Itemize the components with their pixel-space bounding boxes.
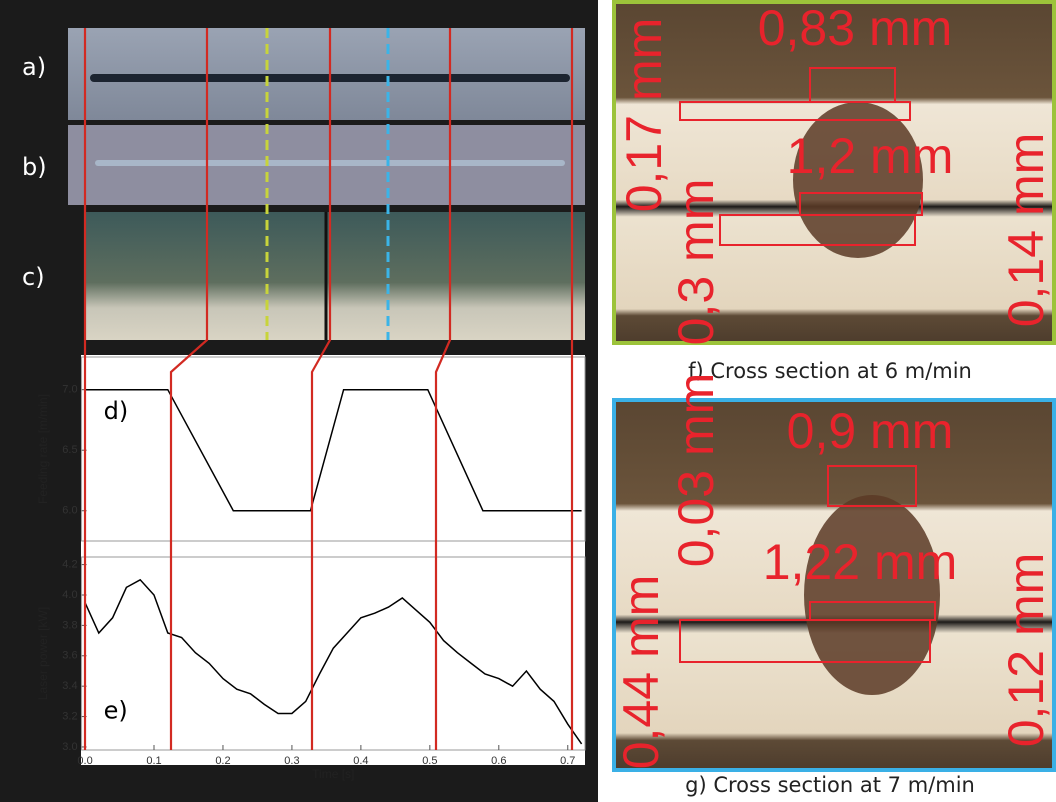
photo-c xyxy=(85,212,585,340)
y-axis-label: Laser power [kW] xyxy=(36,607,50,700)
x-tick-label: 0.6 xyxy=(491,755,506,767)
y-tick-label: 6.5 xyxy=(62,444,77,456)
measurement: 0,83 mm xyxy=(758,0,953,56)
chart-background xyxy=(81,355,585,765)
x-tick-label: 0.3 xyxy=(284,755,299,767)
panel-label: a) xyxy=(22,53,46,81)
x-tick-label: 0.4 xyxy=(353,755,368,767)
x-tick-label: 0.0 xyxy=(77,755,92,767)
x-tick-label: 0.5 xyxy=(422,755,437,767)
measurement: 0,12 mm xyxy=(998,553,1054,748)
measure-box xyxy=(679,101,911,121)
y-axis-label: Feeding rate [m/min] xyxy=(36,394,50,504)
y-tick-label: 4.0 xyxy=(62,589,77,601)
measure-box xyxy=(719,214,916,246)
link-line xyxy=(169,28,209,750)
plot-frame xyxy=(81,556,586,751)
y-tick-label: 3.2 xyxy=(62,710,77,722)
measurement: 0,44 mm xyxy=(613,575,669,770)
weld-nugget xyxy=(793,102,923,258)
measure-box xyxy=(679,619,931,663)
panel-label: d) xyxy=(104,397,129,425)
y-tick-label: 7.0 xyxy=(62,384,77,396)
caption: f) Cross section at 6 m/min xyxy=(688,359,972,383)
x-tick-label: 0.7 xyxy=(560,755,575,767)
time-links xyxy=(83,28,574,750)
measurement: 0,03 mm xyxy=(668,373,724,568)
data-line xyxy=(85,388,582,512)
weld-nugget xyxy=(804,495,940,695)
measurement: 1,2 mm xyxy=(787,128,954,184)
y-tick-label: 3.8 xyxy=(62,619,77,631)
link-line xyxy=(310,28,332,750)
measurement: 0,17 mm xyxy=(616,18,672,213)
data-line xyxy=(84,578,583,745)
y-tick-label: 6.0 xyxy=(62,505,77,517)
y-tick-label: 4.2 xyxy=(62,559,77,571)
y-tick-label: 3.0 xyxy=(62,741,77,753)
panel-label: e) xyxy=(104,696,128,724)
measurement: 0,14 mm xyxy=(998,133,1054,328)
x-axis-label: Time [s] xyxy=(312,767,354,781)
link-line xyxy=(434,28,452,750)
measurement: 0,9 mm xyxy=(787,403,954,459)
x-tick-label: 0.2 xyxy=(215,755,230,767)
caption: g) Cross section at 7 m/min xyxy=(685,773,975,797)
x-tick-label: 0.1 xyxy=(146,755,161,767)
measure-box xyxy=(827,465,917,507)
y-tick-label: 3.6 xyxy=(62,650,77,662)
charts: 6.0 6.5 7.0 Feeding rate [m/min] d) 3.0 3.2 3.4… xyxy=(36,356,586,781)
y-tick-label: 3.4 xyxy=(62,680,77,692)
panel-label: b) xyxy=(22,153,47,181)
panel-label: c) xyxy=(22,263,45,291)
measurement: 1,22 mm xyxy=(763,534,958,590)
measurement: 0,3 mm xyxy=(668,179,724,346)
plot-frame xyxy=(81,356,586,542)
